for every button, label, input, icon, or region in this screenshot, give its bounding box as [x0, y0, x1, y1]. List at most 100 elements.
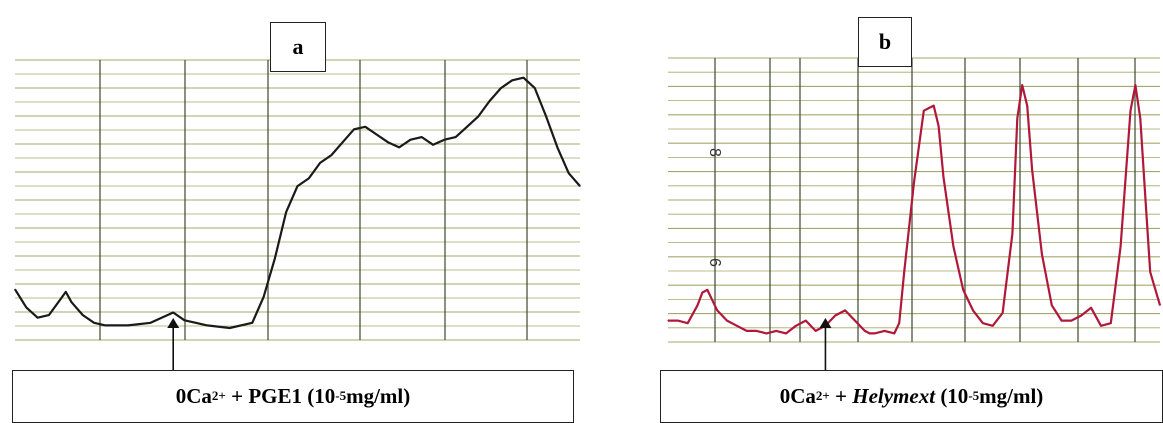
caption-b-conc-open: (10: [940, 384, 969, 408]
data-point: [489, 100, 491, 102]
caption-b-prefix-sup: 2+: [815, 387, 830, 403]
data-point: [844, 309, 846, 311]
caption-a-agent: PGE1: [248, 384, 302, 408]
data-point: [726, 320, 728, 322]
data-point: [342, 141, 344, 143]
data-point: [775, 330, 777, 332]
data-point: [104, 324, 106, 327]
caption-a-conc-open: (10: [307, 384, 336, 408]
data-point: [150, 322, 152, 324]
data-point: [736, 325, 738, 327]
data-point: [195, 322, 197, 324]
data-point: [864, 330, 866, 332]
data-point: [409, 139, 412, 141]
data-point: [805, 320, 807, 322]
caption-a: 0Ca 2+ + PGE1 (10 -5 mg/ml): [12, 370, 574, 423]
data-point: [534, 87, 536, 89]
caption-a-conc-close: mg/ml): [346, 384, 411, 408]
data-point: [701, 291, 704, 294]
caption-b-conc-sup: -5: [968, 387, 980, 403]
data-point: [93, 322, 95, 324]
caption-a-prefix: 0Ca: [175, 384, 212, 408]
data-point: [913, 181, 915, 183]
data-point: [500, 87, 502, 89]
data-point: [706, 289, 708, 291]
data-point: [466, 126, 468, 128]
annotation-arrow: [819, 318, 832, 370]
data-point: [37, 317, 39, 319]
data-point: [183, 319, 186, 321]
data-point: [1011, 233, 1014, 235]
data-point: [229, 327, 231, 329]
data-point: [263, 296, 265, 298]
data-point: [898, 322, 900, 324]
data-point: [795, 325, 797, 327]
data-point: [1001, 312, 1004, 314]
data-point: [1144, 194, 1146, 196]
chart-panel-b: 86: [667, 57, 1162, 370]
series-line: [668, 84, 1162, 335]
data-point: [869, 332, 871, 335]
data-point: [1159, 304, 1161, 306]
panel-label-b: b: [858, 17, 912, 67]
data-point: [274, 257, 276, 259]
data-point: [387, 141, 389, 143]
data-point: [364, 126, 366, 128]
annotation-arrow: [167, 318, 180, 370]
data-point: [854, 320, 856, 322]
data-point: [1120, 245, 1122, 247]
data-point: [1139, 117, 1141, 119]
data-point: [285, 211, 287, 213]
data-point: [1026, 105, 1028, 107]
data-point: [522, 77, 525, 79]
data-point: [834, 314, 836, 317]
data-point: [376, 133, 378, 136]
data-point: [696, 304, 699, 306]
data-point: [511, 79, 513, 81]
data-point: [319, 162, 321, 164]
data-point: [1134, 84, 1136, 86]
data-point: [923, 110, 925, 112]
data-point: [1100, 325, 1102, 327]
data-point: [172, 311, 174, 314]
data-point: [25, 306, 27, 308]
data-point: [398, 146, 400, 148]
series-line: [14, 76, 581, 330]
data-point: [1080, 314, 1082, 317]
data-point: [421, 136, 423, 138]
caption-b-prefix: 0Ca: [779, 384, 816, 408]
data-point: [1149, 271, 1151, 273]
caption-a-prefix-sup: 2+: [211, 387, 226, 403]
panel-label-a: a: [270, 22, 326, 72]
data-point: [992, 325, 994, 327]
data-point: [14, 288, 16, 290]
data-point: [687, 322, 689, 324]
data-point: [1021, 84, 1023, 86]
data-point: [116, 324, 118, 327]
data-point: [982, 322, 984, 324]
data-point: [883, 330, 886, 332]
data-point: [711, 299, 713, 301]
margin-label: 6: [706, 258, 723, 267]
data-point: [952, 245, 954, 247]
data-point: [432, 144, 434, 146]
data-point: [70, 301, 73, 303]
caption-b-conc-close: mg/ml): [979, 384, 1044, 408]
data-point: [942, 176, 945, 178]
data-point: [477, 115, 479, 118]
data-point: [568, 172, 570, 174]
data-point: [59, 299, 61, 301]
data-point: [972, 309, 974, 311]
data-point: [330, 154, 332, 156]
data-point: [82, 314, 84, 316]
data-point: [455, 136, 457, 138]
data-point: [746, 330, 748, 332]
data-point: [353, 128, 355, 130]
data-point: [296, 185, 299, 187]
data-point: [765, 332, 768, 335]
data-point: [874, 332, 876, 335]
data-point: [1090, 307, 1092, 309]
data-point: [443, 139, 445, 141]
chart-panel-a: [14, 59, 581, 370]
